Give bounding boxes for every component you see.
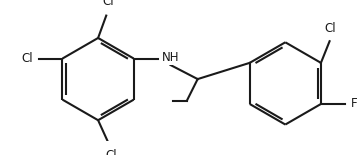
Text: F: F <box>351 97 358 111</box>
Text: Cl: Cl <box>22 52 33 65</box>
Text: Cl: Cl <box>105 149 117 155</box>
Text: NH: NH <box>162 51 179 64</box>
Text: Cl: Cl <box>103 0 114 8</box>
Text: Cl: Cl <box>325 22 337 35</box>
